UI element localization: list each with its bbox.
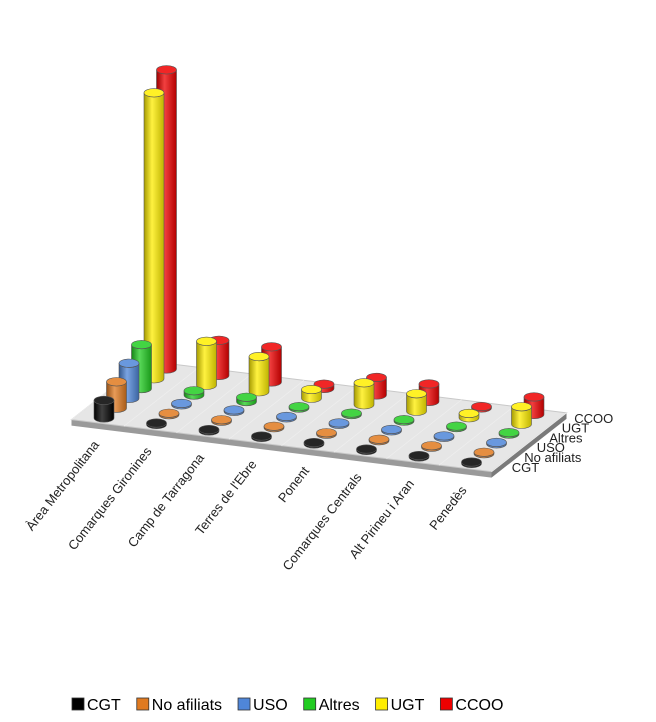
bar-cgt-2 [198,424,220,436]
legend-item: UGT [375,697,425,714]
series-axis-label: UGT [562,421,590,436]
bar-no-afiliats-5 [368,434,390,446]
bar-uso-3 [276,411,297,423]
x-tick-label: Penedès [426,483,470,533]
legend-item: USO [237,697,288,714]
bar-no-afiliats-1 [158,408,180,420]
legend-swatch [237,697,251,711]
bar-cgt-0 [93,395,115,423]
bar-ugt-2 [248,352,270,397]
bar-uso-6 [433,431,455,442]
bar-ugt-3 [301,384,322,403]
bar-cgt-5 [356,444,377,455]
legend-item: CGT [71,697,121,714]
legend-swatch [71,697,85,711]
legend-item: CCOO [439,697,503,714]
bar-cgt-6 [408,450,430,462]
legend-swatch [375,697,389,711]
bar-ugt-1 [196,336,217,390]
bar-altres-5 [393,415,415,426]
series-axis-label: USO [537,440,565,455]
legend-label: USO [253,697,288,714]
bar-cgt-7 [461,457,482,468]
series-axis-label: CGT [512,460,540,475]
legend-swatch [136,697,150,711]
bar-cgt-4 [303,437,325,449]
bar-ugt-6 [458,408,480,423]
bar-no-afiliats-2 [211,415,232,426]
bar-uso-5 [381,424,402,436]
bar-cgt-3 [251,431,272,442]
bar-no-afiliats-7 [473,447,495,459]
bar-uso-4 [328,418,350,429]
bar-uso-7 [486,437,507,449]
legend-item: Altres [303,697,360,714]
legend-label: Altres [319,697,360,714]
legend-label: No afiliats [152,697,222,714]
bar-no-afiliats-6 [421,441,442,452]
legend-swatch [439,697,453,711]
bar-altres-6 [446,421,467,433]
bar-altres-4 [341,408,362,420]
chart-bars [93,65,545,468]
bar-altres-2 [236,392,257,407]
series-axis-label: No afiliats [524,450,582,465]
bar-ugt-0 [143,88,165,384]
series-axis-label: Altres [549,430,583,445]
legend: CGT No afiliats USO Altres UGT CCOO [71,697,503,714]
bar-ugt-7 [511,402,532,429]
series-axis-label: CCOO [574,411,613,426]
bar-no-afiliats-4 [316,428,337,439]
x-tick-label: Ponent [275,463,312,505]
legend-item: No afiliats [136,697,222,714]
bar-cgt-1 [146,418,167,429]
bar-no-afiliats-3 [263,421,285,433]
bar-ugt-4 [353,378,375,410]
bar-altres-1 [183,386,205,400]
x-tick-label: Terres de l'Ebre [192,457,260,538]
legend-label: UGT [391,697,425,714]
bar-ugt-5 [406,389,427,416]
bar-uso-2 [223,405,245,416]
bar-uso-1 [171,398,192,410]
legend-swatch [303,697,317,711]
bar-altres-3 [288,402,310,413]
bar-altres-7 [498,428,520,439]
legend-label: CGT [87,697,121,714]
legend-label: CCOO [455,697,503,714]
